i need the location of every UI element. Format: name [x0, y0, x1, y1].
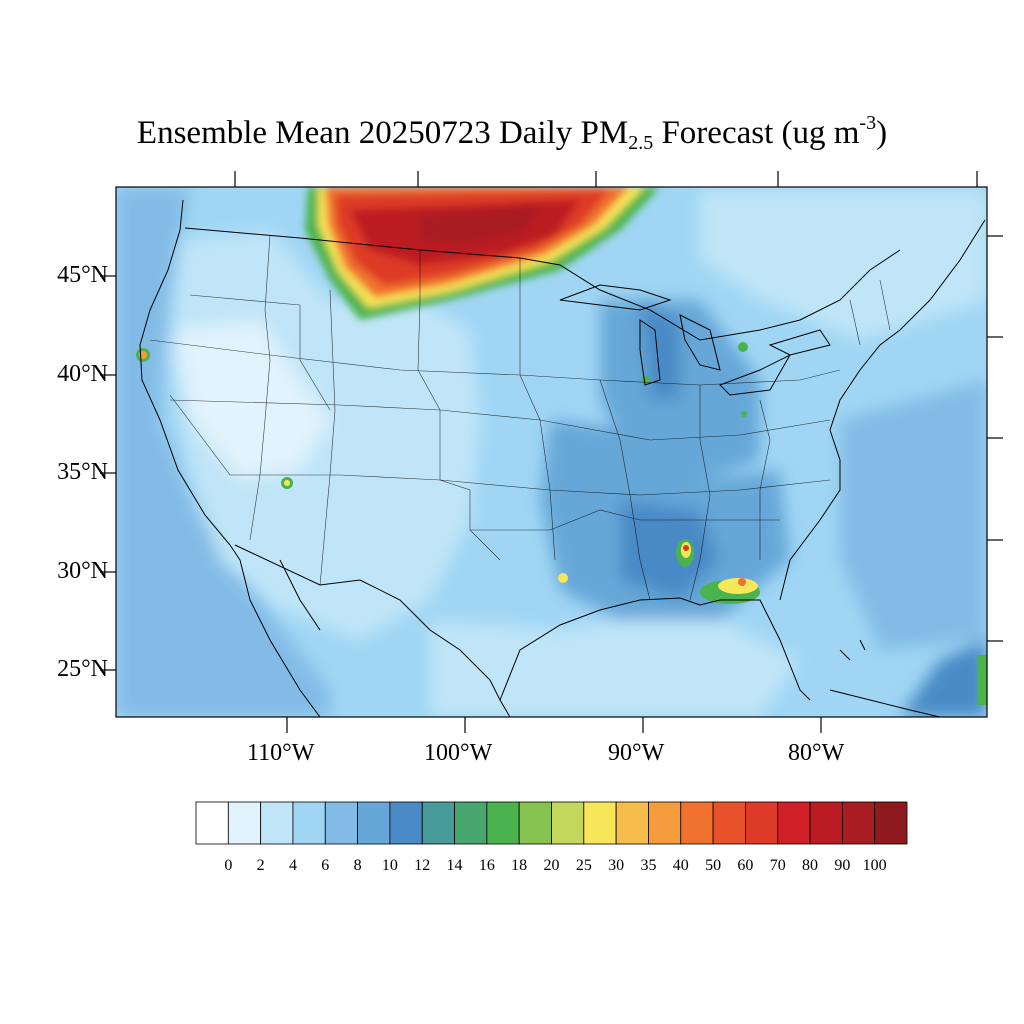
colorbar-swatch	[486, 801, 520, 845]
colorbar-swatch	[292, 801, 326, 845]
colorbar-label: 10	[381, 857, 398, 874]
colorbar-swatch	[648, 801, 682, 845]
lon-label-110w: 110°W	[247, 740, 315, 766]
colorbar-swatch	[260, 801, 294, 845]
lon-label-90w: 90°W	[608, 740, 665, 766]
pm25-field	[116, 187, 987, 717]
colorbar-label: 25	[575, 857, 592, 874]
colorbar-swatch	[680, 801, 714, 845]
colorbar-label: 80	[802, 857, 819, 874]
colorbar-label: 60	[737, 857, 754, 874]
colorbar-label: 4	[288, 857, 297, 874]
map-frame	[115, 186, 988, 718]
lon-label-80w: 80°W	[788, 740, 845, 766]
colorbar-swatch	[841, 801, 876, 845]
colorbar-swatch	[454, 801, 488, 845]
state-borders	[149, 234, 891, 601]
map-title: Ensemble Mean 20250723 Daily PM2.5 Forec…	[136, 112, 888, 154]
colorbar-swatch	[389, 801, 423, 845]
colorbar-swatch	[195, 801, 229, 845]
lat-label-40n: 40°N	[57, 361, 108, 387]
colorbar-swatch	[874, 801, 908, 845]
lat-label-45n: 45°N	[57, 262, 108, 288]
lat-label-35n: 35°N	[57, 459, 108, 485]
colorbar	[195, 801, 908, 845]
lat-label-30n: 30°N	[57, 558, 108, 584]
colorbar-label: 12	[414, 857, 431, 874]
colorbar-label: 70	[769, 857, 786, 874]
smoke-plume	[305, 187, 660, 320]
hotspots	[136, 342, 987, 705]
colorbar-swatch	[518, 801, 552, 845]
colorbar-swatch	[615, 801, 649, 845]
colorbar-label: 16	[478, 857, 495, 874]
ticks	[100, 171, 1003, 733]
colorbar-swatch	[712, 801, 746, 845]
colorbar-swatch	[745, 801, 779, 845]
colorbar-swatch	[324, 801, 358, 845]
colorbar-swatch	[551, 801, 585, 845]
colorbar-label: 8	[353, 857, 362, 874]
colorbar-swatch	[421, 801, 455, 845]
colorbar-swatch	[227, 801, 262, 845]
colorbar-label: 0	[224, 857, 233, 874]
colorbar-swatch	[809, 801, 843, 845]
lon-label-100w: 100°W	[424, 740, 493, 766]
colorbar-swatch	[777, 801, 811, 845]
colorbar-label: 2	[256, 857, 265, 874]
colorbar-label: 90	[834, 857, 851, 874]
colorbar-label: 6	[321, 857, 330, 874]
colorbar-label: 100	[862, 857, 887, 874]
colorbar-label: 14	[446, 857, 463, 874]
lat-label-25n: 25°N	[57, 656, 108, 682]
colorbar-label: 35	[640, 857, 657, 874]
colorbar-swatch	[583, 801, 617, 845]
colorbar-label: 40	[672, 857, 689, 874]
colorbar-label: 20	[543, 857, 560, 874]
colorbar-label: 18	[511, 857, 528, 874]
colorbar-label: 30	[608, 857, 625, 874]
colorbar-label: 50	[705, 857, 722, 874]
colorbar-swatch	[357, 801, 391, 845]
